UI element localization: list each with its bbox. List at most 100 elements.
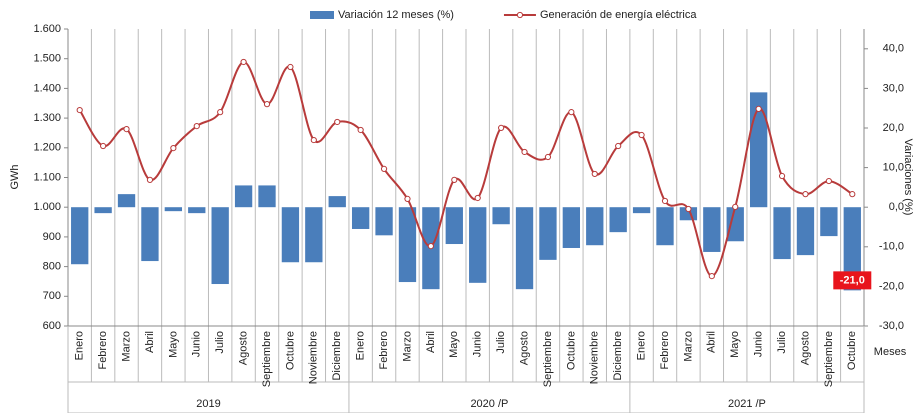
bar [164, 207, 183, 212]
y2-tick-label: 10,0 [883, 162, 904, 174]
line-marker [334, 118, 341, 126]
x-tick-label: Junio [472, 331, 484, 357]
group-label: 2019 [196, 398, 220, 410]
line-marker [76, 106, 83, 114]
line-marker [427, 243, 434, 250]
x-tick-label: Diciembre [331, 331, 343, 381]
group-label: 2020 /P [470, 398, 508, 410]
line-marker [217, 109, 224, 116]
bar [117, 194, 136, 208]
data-label: -21,0 [840, 274, 865, 286]
line-marker [568, 109, 575, 116]
bar [351, 207, 370, 229]
y-tick-label: 1.000 [33, 201, 61, 213]
line-marker [802, 191, 809, 198]
line-marker [615, 142, 622, 150]
line-marker [451, 176, 458, 183]
bar [843, 207, 861, 291]
y2-axis-title: Variaciones (%) [902, 139, 914, 216]
line-marker [100, 142, 107, 150]
x-tick-label: Marzo [401, 331, 413, 362]
bar [211, 207, 229, 285]
legend-marker [516, 11, 524, 19]
y-tick-label: 1.400 [33, 82, 61, 94]
line-marker [755, 105, 762, 112]
line-marker [357, 126, 364, 134]
line-marker [123, 125, 130, 133]
y-tick-label: 900 [43, 231, 61, 243]
x-tick-label: Julio [214, 331, 226, 354]
line-marker [778, 172, 786, 180]
line-marker [825, 177, 832, 185]
line-marker [498, 124, 505, 132]
legend-label: Variación 12 meses (%) [338, 9, 454, 21]
line-marker [732, 203, 739, 211]
x-tick-label: Noviembre [308, 331, 320, 384]
y-tick-label: 1.600 [33, 23, 61, 35]
x-tick-label: Mayo [729, 331, 741, 358]
line-marker [287, 63, 294, 71]
line-marker [638, 131, 645, 139]
y-tick-label: 1.300 [33, 112, 61, 124]
line-marker [404, 195, 411, 202]
x-tick-label: Mayo [167, 331, 179, 358]
x-tick-label: Agosto [518, 331, 530, 365]
x-tick-label: Junio [753, 331, 765, 357]
line-marker [661, 197, 669, 205]
y2-tick-label: -30,0 [879, 320, 904, 332]
bar [656, 207, 674, 246]
line-marker [708, 273, 715, 280]
bar [749, 92, 768, 208]
y-tick-label: 600 [43, 320, 61, 332]
x-tick-label: Julio [495, 331, 507, 354]
bar [515, 207, 534, 290]
x-tick-label: Septiembre [823, 331, 835, 387]
x-tick-label: Octubre [846, 331, 858, 370]
x-tick-label: Febrero [659, 331, 671, 370]
bar [281, 207, 300, 263]
bar [539, 207, 557, 260]
x-tick-label: Febrero [378, 331, 390, 370]
bar [398, 207, 417, 283]
bar [234, 185, 253, 208]
y2-tick-label: 40,0 [883, 43, 904, 55]
x-tick-label: Enero [635, 331, 647, 360]
x-tick-label: Diciembre [612, 331, 624, 381]
y2-tick-label: -10,0 [879, 241, 904, 253]
line-marker [310, 136, 317, 144]
bar [796, 207, 815, 256]
bar [562, 207, 581, 248]
x-tick-label: Octubre [565, 331, 577, 370]
y-tick-label: 1.500 [33, 53, 61, 65]
bar [258, 185, 276, 208]
bar [726, 207, 744, 242]
y-tick-label: 1.200 [33, 142, 61, 154]
line-marker [193, 123, 200, 130]
bar [445, 207, 463, 245]
line-marker [685, 205, 692, 213]
x-tick-label: Mayo [448, 331, 460, 358]
bar [492, 207, 510, 225]
line-marker [591, 170, 598, 178]
bar [375, 207, 393, 236]
bar [141, 207, 159, 262]
x-tick-label: Agosto [799, 331, 811, 365]
y-tick-label: 700 [43, 290, 61, 302]
y2-tick-label: 20,0 [883, 122, 904, 134]
x-tick-label: Septiembre [261, 331, 273, 387]
y2-tick-label: 0,0 [889, 201, 904, 213]
x-tick-label: Junio [191, 331, 203, 357]
x-tick-label: Abril [144, 331, 156, 353]
line-marker [263, 101, 271, 108]
line-marker [849, 191, 856, 198]
y-axis-title: GWh [9, 164, 21, 189]
y2-tick-label: -20,0 [879, 280, 904, 292]
x-tick-label: Enero [74, 331, 86, 360]
y-tick-label: 800 [43, 261, 61, 273]
bar [305, 207, 323, 263]
x-tick-label: Abril [425, 331, 437, 353]
group-label: 2021 /P [728, 398, 766, 410]
bar [586, 207, 604, 246]
x-tick-label: Octubre [284, 331, 296, 370]
